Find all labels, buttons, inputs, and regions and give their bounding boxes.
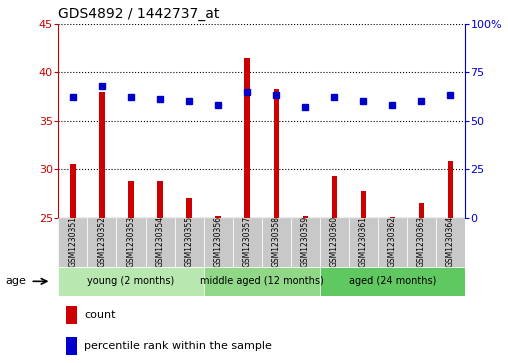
Text: GSM1230360: GSM1230360 bbox=[330, 216, 339, 267]
Text: GSM1230356: GSM1230356 bbox=[213, 216, 223, 267]
Bar bbox=[320, 267, 465, 296]
Text: age: age bbox=[6, 276, 27, 286]
Text: GSM1230353: GSM1230353 bbox=[126, 216, 136, 267]
Bar bbox=[66, 320, 75, 323]
Text: percentile rank within the sample: percentile rank within the sample bbox=[84, 341, 272, 351]
Bar bbox=[175, 218, 204, 267]
Bar bbox=[157, 181, 163, 218]
Bar bbox=[58, 218, 87, 267]
Text: GSM1230358: GSM1230358 bbox=[272, 216, 280, 267]
Bar bbox=[204, 267, 320, 296]
Bar bbox=[291, 218, 320, 267]
Bar bbox=[320, 218, 348, 267]
Bar bbox=[348, 218, 378, 267]
Bar bbox=[448, 162, 453, 218]
Bar bbox=[100, 91, 105, 218]
Bar bbox=[87, 218, 116, 267]
Bar bbox=[66, 338, 77, 355]
Bar bbox=[361, 191, 366, 218]
Text: GSM1230352: GSM1230352 bbox=[98, 216, 107, 267]
Bar bbox=[436, 218, 465, 267]
Text: aged (24 months): aged (24 months) bbox=[348, 276, 436, 286]
Bar bbox=[58, 267, 204, 296]
Text: middle aged (12 months): middle aged (12 months) bbox=[200, 276, 324, 286]
Text: GSM1230359: GSM1230359 bbox=[301, 216, 310, 267]
Bar bbox=[332, 176, 337, 218]
Bar bbox=[215, 216, 220, 218]
Bar bbox=[204, 218, 233, 267]
Bar bbox=[70, 164, 76, 218]
Bar bbox=[116, 218, 145, 267]
Bar bbox=[407, 218, 436, 267]
Text: GSM1230364: GSM1230364 bbox=[446, 216, 455, 267]
Text: GSM1230362: GSM1230362 bbox=[388, 216, 397, 267]
Bar bbox=[419, 203, 424, 218]
Text: young (2 months): young (2 months) bbox=[87, 276, 175, 286]
Bar bbox=[390, 217, 395, 218]
Text: GSM1230361: GSM1230361 bbox=[359, 216, 368, 267]
Bar bbox=[273, 89, 279, 218]
Text: GSM1230363: GSM1230363 bbox=[417, 216, 426, 267]
Text: GSM1230351: GSM1230351 bbox=[69, 216, 77, 267]
Text: GSM1230354: GSM1230354 bbox=[155, 216, 165, 267]
Bar bbox=[378, 218, 407, 267]
Bar bbox=[145, 218, 175, 267]
Bar bbox=[262, 218, 291, 267]
Text: GSM1230355: GSM1230355 bbox=[184, 216, 194, 267]
Bar bbox=[244, 58, 250, 218]
Text: count: count bbox=[84, 310, 115, 320]
Text: GSM1230357: GSM1230357 bbox=[243, 216, 251, 267]
Bar bbox=[303, 216, 308, 218]
Bar bbox=[233, 218, 262, 267]
Bar bbox=[66, 306, 77, 324]
Text: GDS4892 / 1442737_at: GDS4892 / 1442737_at bbox=[58, 7, 220, 21]
Bar bbox=[129, 181, 134, 218]
Bar bbox=[186, 198, 192, 218]
